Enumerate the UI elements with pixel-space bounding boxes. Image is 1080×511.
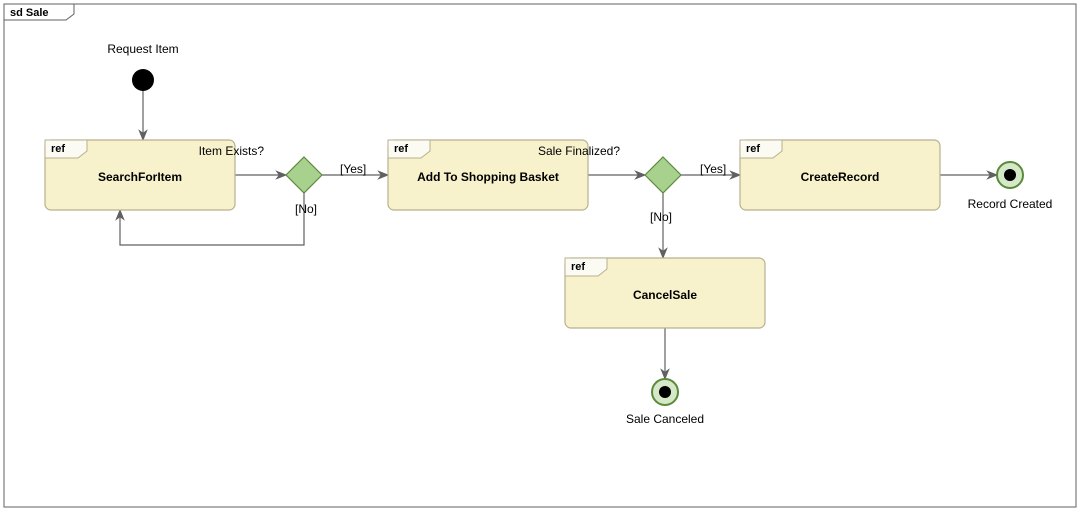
guard-d1-1: [No] xyxy=(295,202,317,216)
initial-label: Request Item xyxy=(107,42,178,56)
decision-label-d2: Sale Finalized? xyxy=(538,144,620,158)
ref-tag-add: ref xyxy=(394,143,408,155)
ref-tag-search: ref xyxy=(51,143,65,155)
ref-label-search: SearchForItem xyxy=(98,170,182,184)
ref-label-cancel: CancelSale xyxy=(633,288,697,302)
decision-d2 xyxy=(645,157,681,193)
final-label-f2: Record Created xyxy=(968,197,1053,211)
diagram-frame xyxy=(4,4,1076,507)
ref-tag-create: ref xyxy=(746,143,760,155)
final-inner-f1 xyxy=(659,386,671,398)
initial-node xyxy=(132,69,154,91)
final-label-f1: Sale Canceled xyxy=(626,412,704,426)
decision-d1 xyxy=(286,157,322,193)
guard-d2-1: [No] xyxy=(650,210,672,224)
frame-label: sd Sale xyxy=(10,7,49,19)
decision-label-d1: Item Exists? xyxy=(199,144,265,158)
guard-d1-0: [Yes] xyxy=(340,162,366,176)
ref-tag-cancel: ref xyxy=(571,261,585,273)
ref-label-add: Add To Shopping Basket xyxy=(417,170,559,184)
ref-label-create: CreateRecord xyxy=(801,170,880,184)
guard-d2-0: [Yes] xyxy=(700,162,726,176)
final-inner-f2 xyxy=(1004,169,1016,181)
